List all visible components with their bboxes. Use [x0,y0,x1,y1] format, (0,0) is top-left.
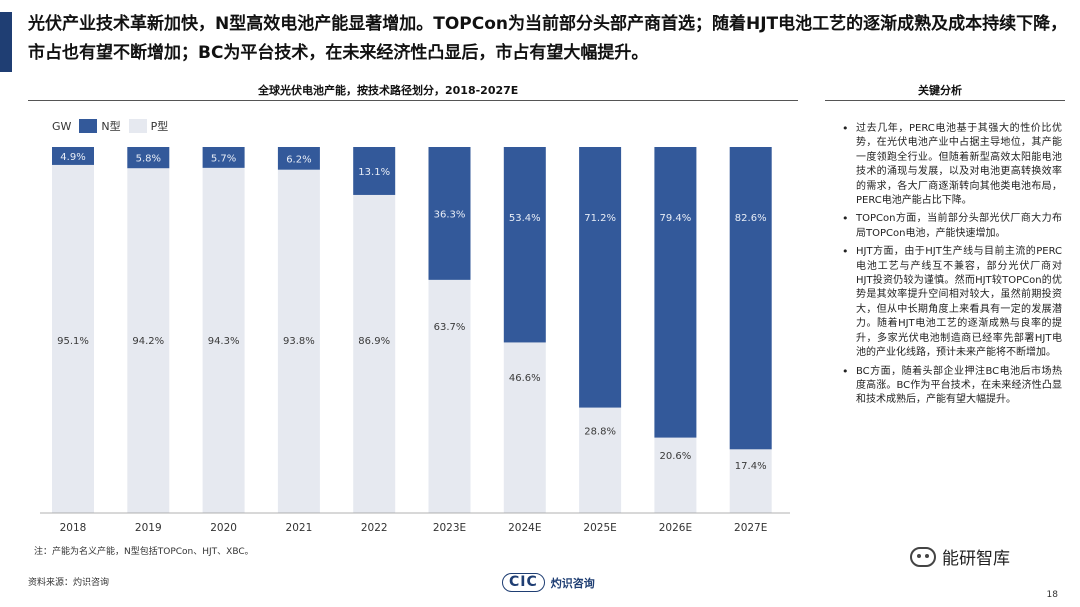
bar-n-type [353,147,396,195]
analysis-item: 过去几年，PERC电池基于其强大的性价比优势，在光伏电池产业中占据主导地位，其产… [842,122,1062,208]
bar-p-type [202,167,245,513]
chart-legend: GW N型 P型 [52,118,168,134]
analysis-item: HJT方面，由于HJT生产线与目前主流的PERC电池工艺与产线互不兼容，部分光伏… [842,245,1062,360]
x-tick-label: 2021 [286,522,313,534]
legend-unit: GW [52,119,72,133]
legend-swatch-n [79,119,98,133]
bar-n-type [428,147,471,280]
data-label-n: 82.6% [735,213,767,224]
data-label-n: 71.2% [584,213,616,224]
bar-n-type [277,147,320,170]
x-tick-label: 2018 [60,522,87,534]
bar-n-type [579,147,622,408]
data-label-p: 17.4% [735,461,767,472]
legend-swatch-p [128,119,147,133]
bar-p-type [579,407,622,513]
data-label-p: 63.7% [434,322,466,333]
accent-bar [0,12,12,72]
bar-n-type [654,147,697,438]
analysis-title: 关键分析 [918,84,962,97]
data-label-n: 5.8% [136,154,161,165]
data-label-p: 28.8% [584,427,616,438]
chart-title: 全球光伏电池产能，按技术路径划分，2018-2027E [258,84,519,97]
x-tick-label: 2020 [210,522,237,534]
data-label-n: 4.9% [60,152,85,163]
legend-item-p: P型 [128,118,169,134]
bar-p-type [503,342,546,513]
wechat-icon [910,546,936,567]
data-label-p: 86.9% [358,336,390,347]
bar-p-type [127,168,170,513]
brand-watermark: 能研智库 [910,544,1010,569]
page-headline: 光伏产业技术革新加快，N型高效电池产能显著增加。TOPCon为当前部分头部产商首… [28,14,1068,63]
bar-n-type [503,147,546,343]
x-tick-label: 2022 [361,522,388,534]
chart-note: 注：产能为名义产能，N型包括TOPCon、HJT、XBC。 [34,547,254,557]
bar-n-type [729,147,772,450]
bar-n-type [202,147,245,168]
cic-logo-name: 灼识咨询 [550,576,595,590]
brand-name: 能研智库 [942,549,1010,569]
stacked-bar-chart: 4.9% 95.1% 2018 5.8% 94.2% 2019 5.7% 94.3% 2020 6… [40,147,790,534]
x-tick-label: 2025E [583,522,616,534]
data-label-p: 46.6% [509,373,541,384]
bar-p-type [52,164,94,513]
x-tick-label: 2024E [508,522,541,534]
legend-label-p: P型 [150,120,169,133]
data-label-p: 94.2% [132,336,164,347]
analysis-item: BC方面，随着头部企业押注BC电池后市场热度高涨。BC作为平台技术，在未来经济性… [842,365,1062,408]
data-label-n: 5.7% [211,153,236,164]
bar-n-type [52,147,94,165]
bar-n-type [127,147,170,169]
data-label-n: 6.2% [286,154,311,165]
data-label-n: 53.4% [509,213,541,224]
footer-logo: CIC 灼识咨询 [502,573,595,592]
x-tick-label: 2027E [734,522,767,534]
bar-p-type [729,449,772,513]
page-number: 18 [1046,590,1058,600]
data-label-p: 95.1% [57,336,89,347]
bar-p-type [428,279,471,513]
divider [28,100,798,101]
bar-p-type [353,194,396,514]
legend-item-n: N型 [79,118,121,134]
legend-label-n: N型 [101,120,121,133]
x-tick-label: 2023E [433,522,466,534]
data-label-n: 13.1% [358,167,390,178]
data-label-p: 94.3% [208,336,240,347]
data-label-n: 79.4% [660,213,692,224]
bar-p-type [654,437,697,513]
data-label-p: 20.6% [660,451,692,462]
data-label-n: 36.3% [434,209,466,220]
source-text: 资料来源：灼识咨询 [28,578,110,588]
data-label-p: 93.8% [283,336,315,347]
key-analysis-list: 过去几年，PERC电池基于其强大的性价比优势，在光伏电池产业中占据主导地位，其产… [842,122,1062,412]
cic-logo-mark: CIC [502,573,545,592]
analysis-item: TOPCon方面，当前部分头部光伏厂商大力布局TOPCon电池，产能快速增加。 [842,212,1062,241]
x-tick-label: 2026E [659,522,692,534]
bar-p-type [277,169,320,513]
divider [825,100,1065,101]
x-tick-label: 2019 [135,522,162,534]
